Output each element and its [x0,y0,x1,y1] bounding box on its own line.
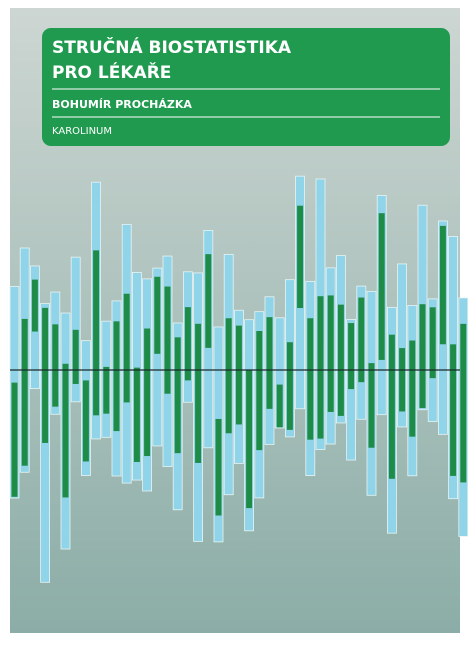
decorative-bar [165,287,171,394]
title-line: STRUČNÁ BIOSTATISTIKA [52,36,292,58]
decorative-bar [195,324,201,463]
decorative-bar [22,319,28,466]
decorative-bar [93,250,99,415]
decorative-bar [175,337,181,453]
decorative-bar [42,308,48,443]
publisher: KAROLINUM [52,126,112,137]
decorative-bar [318,296,324,438]
author: BOHUMÍR PROCHÁZKA [52,98,192,111]
decorative-bar [379,213,385,360]
decorative-bar [134,368,140,462]
decorative-bar [73,330,79,384]
decorative-bar [236,326,242,425]
decorative-bar [205,254,211,348]
title-line: PRO LÉKAŘE [52,61,171,83]
decorative-bar [409,341,415,437]
decorative-bar [256,331,262,450]
decorative-bar [420,304,426,408]
decorative-bar [440,226,446,344]
decorative-bar [369,363,375,448]
decorative-bar [297,206,303,308]
decorative-bar [52,324,58,406]
decorative-bar [338,305,344,416]
decorative-bar [216,419,222,516]
decorative-bar [246,370,252,509]
decorative-bar [154,277,160,354]
decorative-bar [12,383,18,497]
decorative-bar [63,364,69,498]
book-cover: STRUČNÁ BIOSTATISTIKA PRO LÉKAŘE BOHUMÍR… [0,0,468,641]
decorative-bar [267,317,273,409]
decorative-bar [399,348,405,411]
decorative-bar [32,280,38,332]
decorative-bar [430,307,436,378]
decorative-bar [226,318,232,433]
decorative-bar [450,344,456,476]
decorative-bar [124,294,130,403]
decorative-bar [114,321,120,431]
decorative-bar [144,329,150,457]
decorative-bar [287,342,293,430]
decorative-bar [83,380,89,461]
decorative-bar [389,335,395,479]
decorative-bar [103,367,109,414]
decorative-bar [460,324,466,483]
decorative-bar [277,385,283,428]
decorative-bar [307,318,313,439]
decorative-bar [328,295,334,411]
decorative-bar [348,323,354,389]
